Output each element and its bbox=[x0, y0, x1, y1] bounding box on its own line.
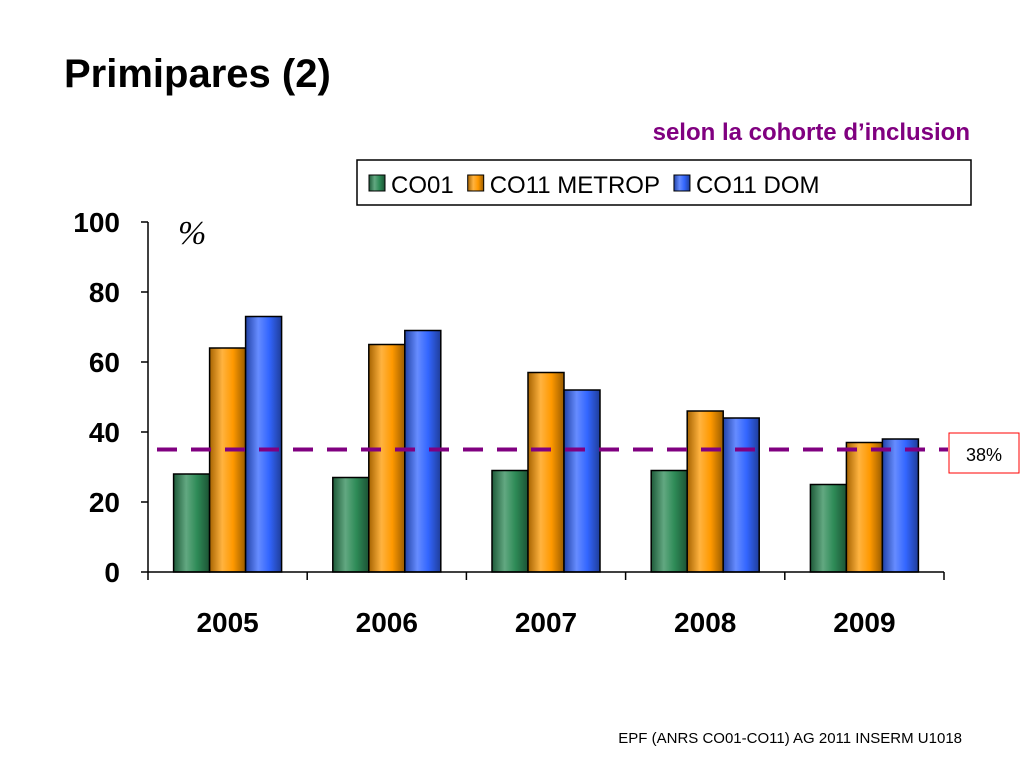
bar-co11-dom-2008 bbox=[722, 417, 760, 573]
reference-label-box bbox=[948, 432, 1020, 474]
y-tick-label: 80 bbox=[89, 277, 120, 308]
legend-swatch bbox=[467, 174, 485, 192]
bar-co11-metrop-2009 bbox=[845, 441, 884, 573]
y-tick-label: 60 bbox=[89, 347, 120, 378]
bar-co01-2008 bbox=[650, 469, 688, 573]
legend-swatch bbox=[673, 174, 691, 192]
bar-co11-metrop-2006 bbox=[368, 343, 406, 573]
legend-entry: CO11 DOM bbox=[696, 172, 820, 199]
bar-co11-dom-2005 bbox=[244, 315, 283, 573]
legend-swatch bbox=[368, 174, 386, 192]
legend-entry: CO01 bbox=[391, 172, 454, 199]
y-unit-label: % bbox=[178, 215, 206, 252]
legend-box bbox=[356, 159, 972, 206]
y-tick-label: 20 bbox=[89, 487, 120, 518]
x-tick-label: 2008 bbox=[674, 607, 736, 638]
bar-co01-2006 bbox=[332, 476, 370, 573]
y-tick-label: 100 bbox=[73, 207, 120, 238]
reference-line-group: 38% bbox=[157, 432, 1020, 474]
bar-co01-2005 bbox=[172, 473, 211, 573]
reference-label: 38% bbox=[966, 445, 1002, 465]
bars-group bbox=[172, 315, 920, 573]
bar-co11-dom-2007 bbox=[563, 389, 601, 573]
legend-entry: CO11 METROP bbox=[490, 172, 660, 199]
bar-co11-metrop-2007 bbox=[527, 371, 565, 573]
legend: CO01 CO11 METROP CO11 DOM bbox=[356, 159, 972, 206]
footer-source: EPF (ANRS CO01-CO11) AG 2011 INSERM U101… bbox=[618, 730, 962, 747]
x-tick-label: 2007 bbox=[515, 607, 577, 638]
bar-co11-dom-2009 bbox=[881, 438, 920, 573]
bar-co01-2009 bbox=[809, 483, 848, 573]
y-tick-label: 0 bbox=[104, 557, 120, 588]
bar-co11-metrop-2005 bbox=[208, 347, 247, 573]
axes-group: 0 20 40 60 80 100 2005 2006 2007 2008 2009 bbox=[73, 207, 945, 638]
chart-subtitle: selon la cohorte d’inclusion bbox=[652, 119, 970, 146]
bar-chart: CO01 CO11 METROP CO11 DOM 0 20 40 60 80 100 2005… bbox=[73, 159, 1020, 638]
slide-title: Primipares (2) bbox=[64, 52, 331, 96]
bar-co01-2007 bbox=[491, 469, 529, 573]
x-tick-label: 2005 bbox=[196, 607, 258, 638]
y-tick-label: 40 bbox=[89, 417, 120, 448]
x-tick-label: 2009 bbox=[833, 607, 895, 638]
bar-co11-metrop-2008 bbox=[686, 410, 724, 573]
x-tick-label: 2006 bbox=[356, 607, 418, 638]
